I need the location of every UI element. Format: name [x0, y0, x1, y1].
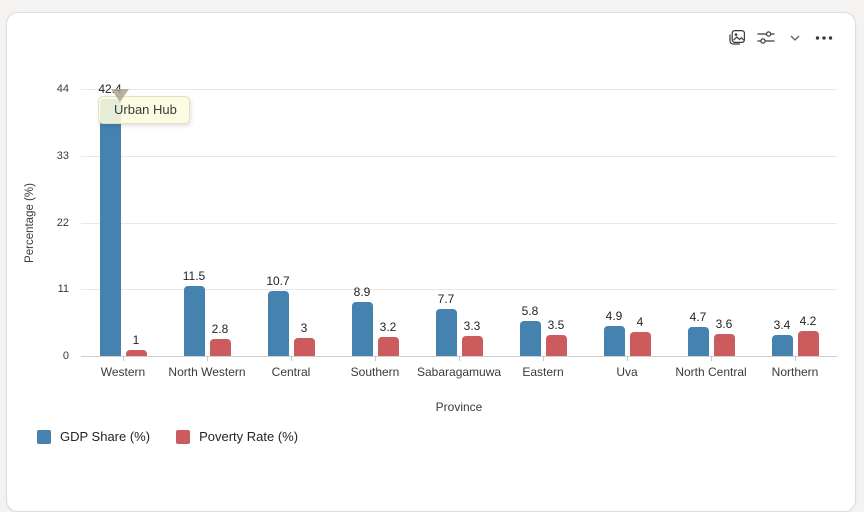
legend-label: Poverty Rate (%)	[199, 429, 299, 444]
value-label: 7.7	[437, 292, 455, 307]
bar-poverty-rate-eastern[interactable]: 3.5	[545, 318, 567, 356]
value-label: 3.4	[773, 318, 791, 333]
bar-gdp-share-northern[interactable]: 3.4	[771, 318, 793, 356]
bar-group-central: 10.7 3	[249, 89, 333, 356]
x-tick-mark	[207, 356, 208, 361]
legend-label: GDP Share (%)	[60, 429, 151, 444]
y-tick-label: 22	[56, 216, 69, 229]
legend-swatch	[176, 429, 191, 444]
x-tick-mark	[375, 356, 376, 361]
value-label: 1	[132, 332, 140, 347]
bar-poverty-rate-sabaragamuwa[interactable]: 3.3	[461, 319, 483, 356]
gridline	[81, 89, 837, 90]
y-tick-label: 44	[56, 83, 69, 95]
value-label: 11.5	[182, 269, 206, 284]
visual-header-toolbar	[726, 27, 835, 49]
chart-card: Percentage (%) 0 11 22 33 44 42.4 1 Western 11.5…	[6, 12, 856, 512]
value-label: 3.5	[547, 317, 565, 332]
x-tick-mark	[711, 356, 712, 361]
value-label: 2.8	[211, 322, 229, 337]
filters-icon[interactable]	[755, 27, 777, 49]
value-label: 5.8	[521, 303, 539, 318]
bar-poverty-rate-western[interactable]: 1	[125, 333, 147, 356]
more-options-icon[interactable]	[813, 27, 835, 49]
gridline	[81, 222, 837, 224]
x-category-label: North Western	[168, 365, 246, 379]
x-category-label: Uva	[616, 365, 638, 379]
value-label: 3.3	[463, 318, 481, 333]
image-icon[interactable]	[726, 27, 748, 49]
x-category-label: Northern	[771, 365, 819, 379]
value-label: 10.7	[266, 274, 290, 289]
x-tick-mark	[123, 356, 124, 361]
bar-group-north-western: 11.5 2.8	[165, 89, 249, 356]
bar-poverty-rate-uva[interactable]: 4	[629, 315, 651, 356]
value-label: 8.9	[353, 285, 371, 299]
legend-item-gdp-share[interactable]: GDP Share (%)	[37, 429, 150, 444]
value-label: 4.2	[799, 313, 817, 328]
bar-group-northern: 3.4 4.2	[753, 89, 837, 356]
x-tick-mark	[543, 356, 544, 361]
x-category-label: Eastern	[522, 365, 564, 379]
bar-poverty-rate-northern[interactable]: 4.2	[797, 314, 819, 356]
bar-gdp-share-western[interactable]: 42.4	[98, 82, 122, 356]
y-tick-label: 33	[56, 149, 69, 162]
value-label: 4.9	[605, 309, 623, 324]
bar-gdp-share-southern[interactable]: 8.9	[351, 285, 373, 356]
mouse-cursor	[111, 89, 129, 102]
bar-poverty-rate-north-central[interactable]: 3.6	[713, 317, 735, 356]
x-tick-mark	[795, 356, 796, 361]
value-label: 3.2	[379, 319, 397, 334]
bar-poverty-rate-southern[interactable]: 3.2	[377, 320, 399, 356]
bar-gdp-share-central[interactable]: 10.7	[266, 274, 290, 356]
value-label: 4	[636, 314, 644, 329]
y-tick-label: 0	[62, 350, 69, 362]
x-category-label: Southern	[350, 365, 400, 379]
value-label: 4.7	[689, 310, 707, 325]
bar-group-uva: 4.9 4	[585, 89, 669, 356]
x-tick-mark	[459, 356, 460, 361]
value-label: 3.6	[715, 317, 733, 332]
x-category-label: Sabaragamuwa	[417, 365, 502, 379]
x-tick-mark	[627, 356, 628, 361]
bar-gdp-share-sabaragamuwa[interactable]: 7.7	[435, 292, 457, 356]
y-tick-label: 11	[57, 283, 69, 296]
tooltip-text: Urban Hub	[114, 102, 177, 117]
bar-gdp-share-eastern[interactable]: 5.8	[519, 304, 541, 356]
bar-group-north-central: 4.7 3.6	[669, 89, 753, 356]
bar-gdp-share-north-central[interactable]: 4.7	[687, 310, 709, 356]
x-category-label: Western	[100, 365, 146, 379]
x-category-label: Central	[271, 365, 311, 379]
legend-swatch	[37, 429, 51, 444]
bar-group-sabaragamuwa: 7.7 3.3	[417, 89, 501, 356]
bar-group-eastern: 5.8 3.5	[501, 89, 585, 356]
bar-poverty-rate-central[interactable]: 3	[293, 321, 315, 356]
bar-gdp-share-north-western[interactable]: 11.5	[183, 269, 205, 356]
bar-group-western: 42.4 1	[81, 82, 165, 356]
x-category-label: North Central	[675, 365, 747, 379]
x-tick-mark	[291, 356, 292, 361]
legend-item-poverty-rate[interactable]: Poverty Rate (%)	[176, 429, 298, 444]
gridline	[81, 289, 837, 291]
legend: GDP Share (%) Poverty Rate (%)	[37, 429, 298, 444]
gridline	[81, 155, 837, 157]
bar-group-southern: 8.9 3.2	[333, 89, 417, 356]
bar-gdp-share-uva[interactable]: 4.9	[603, 309, 625, 356]
x-axis-title: Province	[435, 400, 483, 414]
chevron-down-icon[interactable]	[784, 27, 806, 49]
value-label: 3	[300, 320, 308, 335]
bar-poverty-rate-north-western[interactable]: 2.8	[209, 322, 231, 356]
